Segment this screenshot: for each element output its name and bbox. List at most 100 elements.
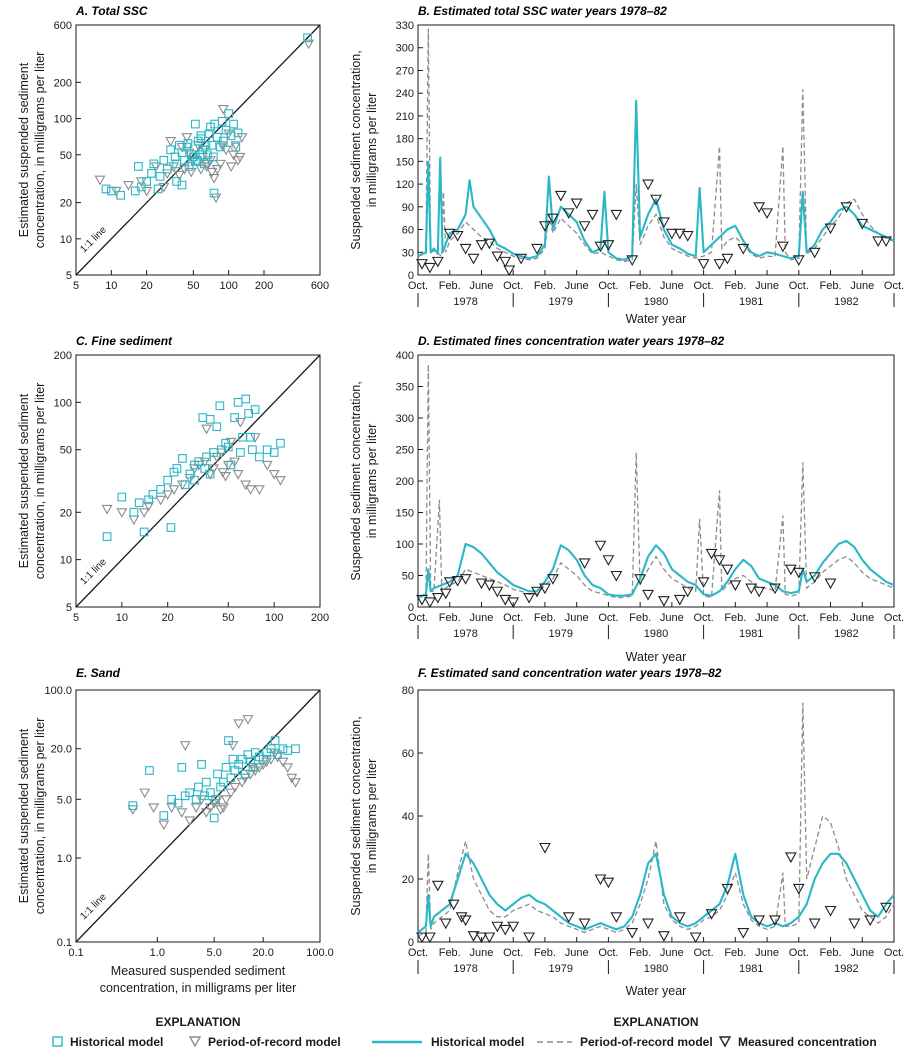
panel-a-xtick-label: 10 [105,280,117,292]
panel-b-measured-point [665,228,678,240]
panel-c-historical-point [236,448,245,457]
panel-a-ytick-label: 200 [54,77,72,89]
panel-e-ytick-label: 20.0 [51,744,72,756]
panel-d-year-label: 1979 [549,628,573,640]
panel-c-ytick-label: 50 [60,445,72,457]
panel-f-year-label: 1981 [739,963,763,975]
panel-f-measured-point [602,877,615,889]
legend-right-item-historical: Historical model [431,1035,524,1049]
panel-d-measured-point [745,583,758,595]
panel-c-historical-point [129,507,139,517]
panel-d-month-label: June [850,612,874,624]
panel-f-measured-point [626,928,639,939]
panel-b-ylabel-1: Suspended sediment concentration, [349,50,363,249]
panel-c-period-point [253,485,265,495]
panel-e-period-point [220,795,232,805]
panel-f-measured-point [721,883,734,895]
panel-d-measured-point [634,574,647,585]
panel-d-ytick-label: 400 [396,350,414,362]
legend-historical-square-icon [52,1036,63,1047]
panel-b-year-label: 1982 [834,296,858,308]
panel-a-period-point [173,170,185,181]
panel-c-ytick-label: 200 [54,350,72,362]
panel-d-plot: 0 50 100 150 200 250 300 350 400 Oct. Feb. June Oct.… [396,350,904,640]
panel-e-historical-point [278,744,288,754]
panel-d-measured-point [721,564,734,576]
panel-c-historical-point [166,523,176,532]
panel-b-month-label: Feb. [534,280,556,292]
panel-f-month-label: Oct. [503,947,523,959]
panel-f-year-label: 1979 [549,963,573,975]
panel-e-historical-point [216,782,225,792]
panel-e-historical-point [201,777,211,787]
panel-e-period-point [176,808,188,818]
panel-d-measured-point [499,594,512,606]
panel-e-period-point [236,778,248,788]
panel-a-title: A. Total SSC [75,4,148,18]
panel-c-xtick-label: 5 [73,612,79,624]
panel-b-measured-point [753,202,766,213]
panel-b-month-label: Oct. [884,280,904,292]
panel-b-month-label: Oct. [598,280,618,292]
panel-f-title: F. Estimated sand concentration water ye… [418,666,722,680]
panel-c-xtick-label: 200 [311,612,329,624]
panel-c-xtick-label: 50 [222,612,234,624]
panel-b-measured-point [792,255,805,266]
panel-f-measured-point [431,880,444,892]
panel-f-month-label: Feb. [629,947,651,959]
legend-left-heading: EXPLANATION [155,1015,240,1029]
panel-b-measured-point [578,221,591,232]
panel-f-measured-point [562,912,575,923]
panel-c-historical-point [134,498,144,508]
panel-b-year-label: 1980 [644,296,668,308]
panel-d-measured-point [416,594,428,606]
panel-c-historical-point [246,432,255,442]
panel-d-measured-point [538,583,551,595]
panel-c-historical-point [233,398,243,407]
panel-c-historical-point [194,457,204,466]
legend-period-triangle-icon [188,1036,202,1048]
panel-b-ytick-label: 120 [396,179,414,191]
panel-e-historical-point [226,773,236,783]
panel-e-ytick-label: 1.0 [57,853,72,865]
legend-right: EXPLANATION Historical model Period-of-r… [372,1015,877,1049]
panel-a-historical-point [191,157,200,166]
panel-f-measured-point [467,931,480,942]
panel-a-period-point [208,174,220,184]
panel-f-measured-point [824,905,837,917]
panel-b-measured-point [570,198,583,210]
panel-c-period-point [138,508,150,518]
panel-d-year-label: 1980 [644,628,668,640]
panel-f-month-label: June [850,947,874,959]
panel-a-frame [75,24,321,276]
panel-a-xtick-label: 5 [73,280,79,292]
panel-a-historical-point [224,109,234,118]
panel-c-historical-point [230,413,239,422]
panel-d-measured-point [808,572,821,583]
panel-f-measured-point [792,883,805,895]
panel-c-one-to-one-label: 1:1 line [78,556,109,587]
panel-f-measured-point [455,912,468,923]
panel-b-measured-point [681,231,694,242]
panel-f-ytick-label: 20 [402,874,414,886]
panel-f-month-label: Feb. [439,947,461,959]
panel-b-measured-point [697,259,710,270]
panel-c-frame [75,354,321,608]
panel-b-measured-point [431,256,444,268]
panel-e: E. Sand 1:1 line 0.1 1.0 5.0 20.0 100.0 0.1 1.0… [44,666,333,959]
panel-d-ytick-label: 0 [408,602,414,614]
panel-c-period-point [234,417,246,428]
panel-d-month-label: June [470,612,494,624]
panel-c-period-point [168,485,180,495]
panel-f-month-label: June [470,947,494,959]
panel-e-historical-point [177,762,187,772]
panel-a-period-point [234,152,246,163]
panel-f-measured-point [594,874,607,886]
panel-b-measured-point [467,253,480,265]
panel-b-month-label: June [660,280,684,292]
panel-d-measured-point [713,555,726,566]
panel-a-period-point [230,141,242,151]
panel-f-measured-point [864,915,877,927]
panel-a-historical-point [134,162,143,171]
panel-b-historical-series-line [417,99,895,261]
